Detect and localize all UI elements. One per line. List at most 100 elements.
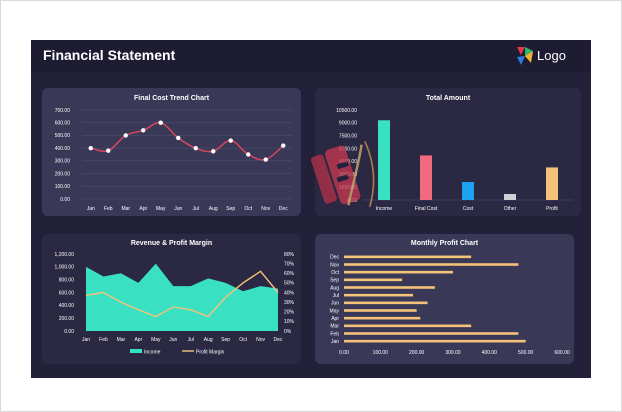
bar <box>344 270 453 274</box>
y-tick-label: May <box>330 308 340 314</box>
y-tick-label: Jun <box>331 301 339 307</box>
y-tick-label: 7500.00 <box>339 134 357 140</box>
y-tick-label: 400.00 <box>55 146 71 152</box>
logo-icon <box>517 47 533 65</box>
x-tick-label: 0.00 <box>339 350 349 356</box>
chart-title: Monthly Profit Chart <box>411 240 479 247</box>
data-point <box>263 157 268 162</box>
y-tick-label: 200.00 <box>55 171 71 177</box>
x-tick-label: 100.00 <box>373 350 389 356</box>
y-tick-label-left: 800.00 <box>59 277 75 283</box>
x-tick-label: 500.00 <box>518 350 534 356</box>
x-tick-label: Dec <box>279 206 288 212</box>
bar <box>344 332 519 335</box>
x-tick-label: Mar <box>121 206 130 212</box>
bar <box>344 324 472 328</box>
y-tick-label: Jul <box>333 293 339 299</box>
bar <box>546 167 558 200</box>
y-tick-label: Oct <box>331 270 339 276</box>
legend-label-income: Income <box>144 350 161 356</box>
dashboard: Financial Statement Logo Final Cost Tren… <box>31 40 591 378</box>
x-tick-label: 200.00 <box>409 350 425 356</box>
legend-swatch-income <box>130 349 142 353</box>
bar <box>344 286 435 289</box>
data-point <box>246 152 251 157</box>
y-tick-label: 9000.00 <box>339 121 357 127</box>
x-tick-label: Sep <box>221 337 230 343</box>
y-tick-label-left: 400.00 <box>59 303 75 309</box>
bar <box>344 309 417 312</box>
x-tick-label: Oct <box>239 337 247 343</box>
y-tick-label: Jan <box>331 339 339 345</box>
bar <box>344 263 519 266</box>
y-tick-label-left: 600.00 <box>59 290 75 296</box>
x-tick-label: 300.00 <box>445 350 461 356</box>
y-tick-label-right: 30% <box>284 300 295 306</box>
chart-title: Total Amount <box>426 95 471 102</box>
x-tick-label: Nov <box>261 206 270 212</box>
bar <box>344 301 428 305</box>
bar <box>462 182 474 200</box>
y-tick-label: 700.00 <box>55 108 71 114</box>
total-amount-chart: Total Amount 10500.00 9000.00 7500.00 6000.… <box>336 95 573 212</box>
monthly-profit-chart: Monthly Profit Chart 0.00 100.00 200.00 300… <box>330 240 570 356</box>
watermark-icon <box>310 141 375 208</box>
data-point <box>228 138 233 143</box>
y-tick-label: 6000.00 <box>339 146 357 152</box>
x-tick-label: Jul <box>193 206 199 212</box>
final-cost-trend-panel: Final Cost Trend Chart 700.00 600.00 500.0… <box>42 88 301 216</box>
x-tick-label: Apr <box>134 337 142 343</box>
y-tick-label-left: 0.00 <box>64 329 74 335</box>
y-tick-label-right: 60% <box>284 271 295 277</box>
revenue-profit-panel: Revenue & Profit Margin 1,200.00 1,000.00… <box>42 234 301 364</box>
x-tick-label: Jan <box>87 206 95 212</box>
logo-text: Logo <box>537 48 566 63</box>
x-tick-label: Oct <box>244 206 252 212</box>
y-tick-label-right: 50% <box>284 281 295 287</box>
data-point <box>193 145 198 151</box>
y-tick-label: 10500.00 <box>336 108 357 114</box>
final-cost-trend-chart: Final Cost Trend Chart 700.00 600.00 500.0… <box>55 95 292 212</box>
x-tick-label: Other <box>504 206 517 212</box>
y-tick-label: 300.00 <box>55 159 71 165</box>
x-tick-label: May <box>151 337 161 343</box>
x-tick-label: Jan <box>82 337 90 343</box>
x-tick-label: 400.00 <box>482 350 498 356</box>
chart-title: Final Cost Trend Chart <box>134 95 210 102</box>
data-point <box>123 133 128 138</box>
y-tick-label: Apr <box>331 316 339 322</box>
bar <box>344 339 526 343</box>
y-tick-label: Nov <box>330 262 339 268</box>
y-tick-label-right: 80% <box>284 252 295 258</box>
x-tick-label: Cost <box>463 206 474 212</box>
dashboard-header: Financial Statement Logo <box>31 40 591 72</box>
y-tick-label-left: 200.00 <box>59 316 75 322</box>
y-tick-label-left: 1,000.00 <box>55 265 75 271</box>
y-tick-label: Feb <box>330 331 339 337</box>
y-tick-label: 600.00 <box>55 121 71 127</box>
x-tick-label: Dec <box>274 337 283 343</box>
y-tick-label: Aug <box>330 285 339 291</box>
bar <box>344 255 472 259</box>
y-tick-label: 500.00 <box>55 133 71 139</box>
x-tick-label: Sep <box>226 206 235 212</box>
data-point <box>158 120 163 125</box>
y-tick-label: Sep <box>330 278 339 284</box>
x-tick-label: Aug <box>209 206 218 212</box>
data-point <box>281 143 286 148</box>
x-tick-label: Nov <box>256 337 265 343</box>
x-tick-label: Income <box>376 206 393 212</box>
x-tick-label: Mar <box>117 337 126 343</box>
y-tick-label-right: 10% <box>284 319 295 325</box>
y-tick-label-left: 1,200.00 <box>55 252 75 258</box>
data-point <box>211 149 216 154</box>
profit-margin-line <box>85 270 279 318</box>
bar <box>420 155 432 200</box>
revenue-profit-chart: Revenue & Profit Margin 1,200.00 1,000.00… <box>55 240 295 356</box>
x-tick-label: Final Cost <box>415 206 438 212</box>
y-tick-label: 0.00 <box>60 197 70 203</box>
x-tick-label: Feb <box>99 337 108 343</box>
bar <box>378 120 390 200</box>
x-tick-label: May <box>156 206 166 212</box>
y-tick-label-right: 70% <box>284 261 295 267</box>
